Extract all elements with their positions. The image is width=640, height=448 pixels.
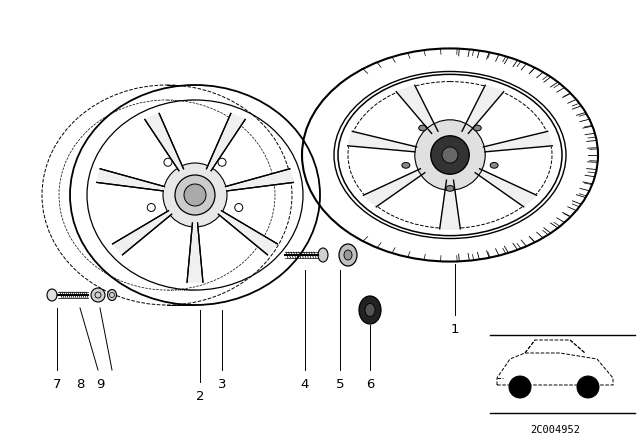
Polygon shape	[440, 180, 460, 229]
Polygon shape	[475, 169, 536, 207]
Circle shape	[147, 203, 156, 211]
Ellipse shape	[402, 163, 410, 168]
Ellipse shape	[365, 303, 375, 316]
Text: 6: 6	[366, 378, 374, 391]
Ellipse shape	[473, 125, 481, 131]
Ellipse shape	[359, 296, 381, 324]
Ellipse shape	[419, 125, 427, 131]
Polygon shape	[145, 113, 184, 171]
Ellipse shape	[47, 289, 57, 301]
Polygon shape	[348, 131, 417, 152]
Circle shape	[175, 175, 215, 215]
Circle shape	[218, 158, 226, 166]
Text: 8: 8	[76, 378, 84, 391]
Text: 2: 2	[196, 390, 204, 403]
Polygon shape	[225, 169, 293, 191]
Ellipse shape	[446, 185, 454, 191]
Ellipse shape	[318, 248, 328, 262]
Text: 9: 9	[96, 378, 104, 391]
Text: 1: 1	[451, 323, 460, 336]
Circle shape	[163, 163, 227, 227]
Circle shape	[577, 376, 599, 398]
Ellipse shape	[490, 163, 498, 168]
Circle shape	[509, 376, 531, 398]
Circle shape	[191, 232, 199, 240]
Ellipse shape	[339, 244, 357, 266]
Text: 5: 5	[336, 378, 344, 391]
Ellipse shape	[108, 289, 116, 301]
Circle shape	[164, 158, 172, 166]
Text: 7: 7	[52, 378, 61, 391]
Polygon shape	[207, 113, 245, 171]
Polygon shape	[187, 223, 203, 282]
Polygon shape	[396, 85, 438, 134]
Text: 4: 4	[301, 378, 309, 391]
Circle shape	[415, 120, 485, 190]
Polygon shape	[218, 211, 277, 255]
Polygon shape	[364, 169, 425, 207]
Text: 3: 3	[218, 378, 227, 391]
Ellipse shape	[344, 250, 352, 260]
Polygon shape	[113, 211, 172, 255]
Circle shape	[184, 184, 206, 206]
Polygon shape	[97, 169, 164, 191]
Polygon shape	[483, 131, 552, 152]
Polygon shape	[462, 85, 504, 134]
Text: 2C004952: 2C004952	[530, 425, 580, 435]
Circle shape	[431, 136, 469, 174]
Circle shape	[442, 147, 458, 163]
Circle shape	[235, 203, 243, 211]
Circle shape	[91, 288, 105, 302]
